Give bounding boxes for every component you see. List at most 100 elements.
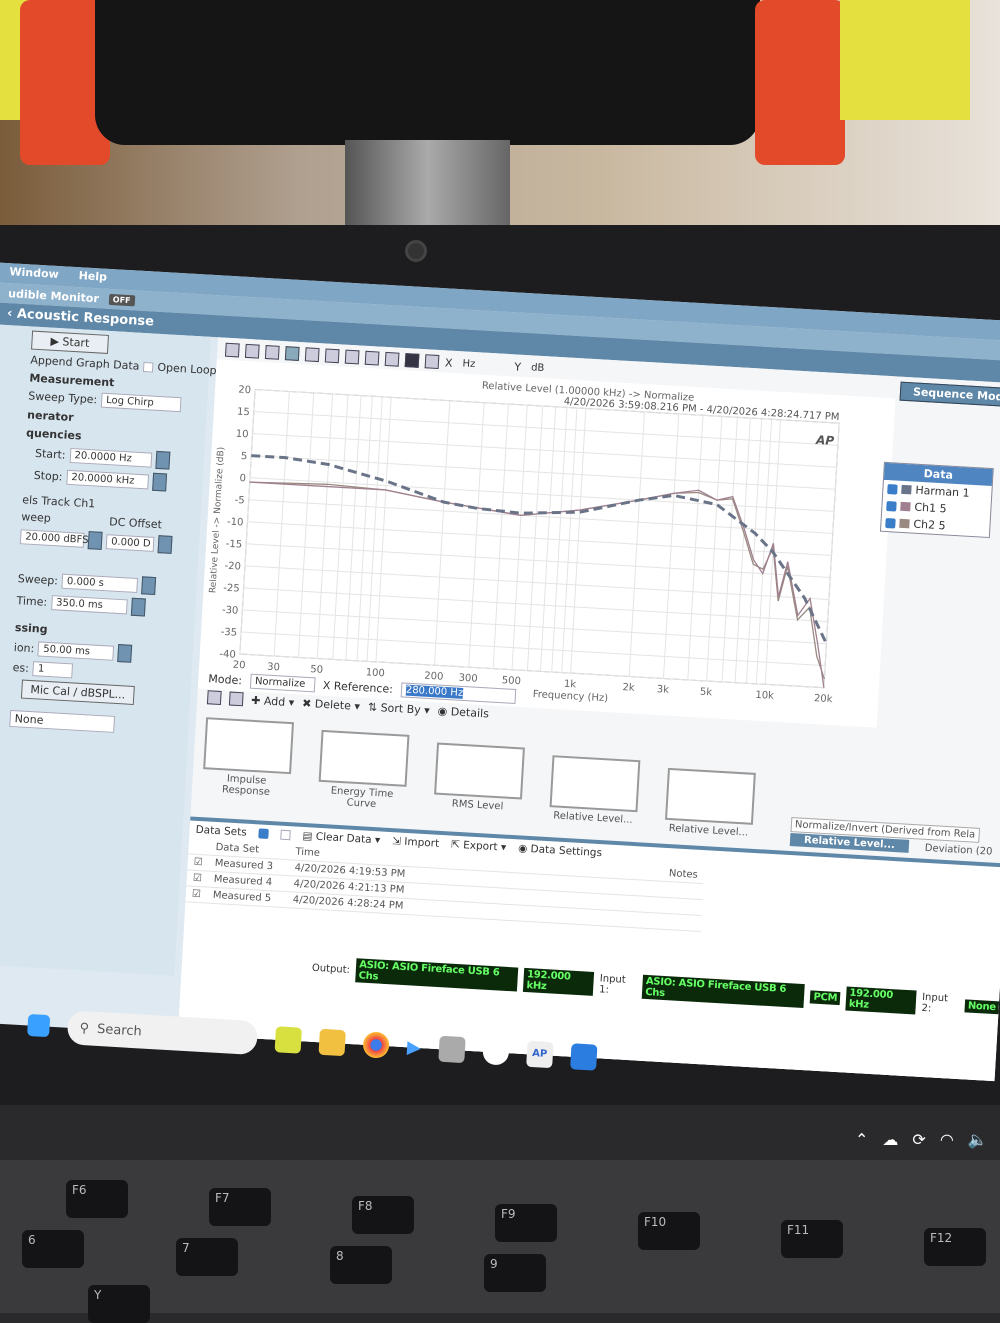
keyboard-key[interactable]: 7	[176, 1238, 238, 1276]
row-checkbox[interactable]: ☑	[185, 885, 208, 904]
duration-spinner[interactable]	[117, 644, 133, 663]
mic-cal-button[interactable]: Mic Cal / dBSPL...	[20, 679, 135, 705]
stop-freq-spinner[interactable]	[151, 472, 167, 492]
settings-icon[interactable]	[424, 354, 440, 369]
y-gridline	[253, 411, 838, 446]
mode-select[interactable]: Normalize	[249, 673, 316, 693]
clear-data-button[interactable]: ▤ Clear Data ▾	[302, 829, 381, 847]
x-unit-select[interactable]: Hz	[462, 357, 476, 370]
y-unit-select[interactable]: dB	[530, 361, 545, 374]
pre-sweep-input[interactable]: 0.000 s	[61, 573, 139, 593]
thumbnail[interactable]: Impulse Response	[201, 717, 295, 812]
clear-data-label: Clear Data	[315, 830, 372, 846]
dc-spinner[interactable]	[157, 535, 173, 554]
input1-format[interactable]: PCM	[810, 989, 841, 1005]
volume-icon[interactable]: 🔈	[967, 1130, 988, 1149]
level-input[interactable]: 20.000 dBFS	[19, 528, 89, 548]
menu-window[interactable]: Window	[9, 265, 60, 281]
play-icon[interactable]: ▶	[406, 1036, 422, 1059]
none-select[interactable]: None	[9, 709, 116, 733]
q-app-icon[interactable]	[482, 1038, 510, 1066]
windows-start-icon[interactable]	[27, 1013, 51, 1038]
save-icon[interactable]	[224, 342, 240, 358]
check-all-icon[interactable]	[258, 828, 269, 839]
derived-icon[interactable]	[404, 353, 420, 368]
data-settings-button[interactable]: ◉ Data Settings	[517, 842, 603, 860]
cloud-icon[interactable]: ☁	[882, 1130, 899, 1149]
uncheck-all-icon[interactable]	[280, 829, 291, 841]
dropbox-icon[interactable]	[569, 1043, 598, 1071]
legend-checkbox[interactable]	[886, 500, 897, 512]
keyboard-key[interactable]: 8	[330, 1246, 392, 1284]
keyboard-key[interactable]: F12	[924, 1228, 986, 1266]
add-button[interactable]: ✚ Add ▾	[250, 693, 295, 709]
search-placeholder: Search	[96, 1021, 143, 1039]
taskbar-search[interactable]: ⚲ Search	[66, 1010, 259, 1056]
file-explorer-icon[interactable]	[318, 1028, 346, 1057]
table-icon[interactable]	[364, 350, 380, 366]
monitor-label: udible Monitor	[7, 286, 100, 305]
menu-help[interactable]: Help	[78, 269, 108, 284]
keyboard-key[interactable]: F10	[638, 1212, 700, 1250]
autoscale-icon[interactable]	[324, 348, 340, 364]
sweep-type-select[interactable]: Log Chirp	[100, 392, 182, 413]
first-icon[interactable]	[206, 690, 222, 706]
chevron-up-icon[interactable]: ⌃	[855, 1130, 869, 1149]
keyboard-key[interactable]: F7	[209, 1188, 271, 1226]
export-button[interactable]: ⇱ Export ▾	[450, 838, 507, 854]
level-spinner[interactable]	[87, 531, 103, 550]
input1-rate[interactable]: 192.000 kHz	[845, 986, 917, 1015]
time-spinner[interactable]	[130, 597, 146, 617]
input2-label: Input 2:	[921, 991, 949, 1015]
speaker	[95, 0, 760, 145]
open-loop-checkbox[interactable]	[143, 361, 154, 373]
fit-icon[interactable]	[304, 347, 320, 363]
wifi-icon[interactable]: ◠	[939, 1130, 954, 1149]
delete-button[interactable]: ✖ Delete ▾	[301, 696, 361, 713]
thumbnail[interactable]: Relative Level...	[548, 755, 641, 832]
keyboard-key[interactable]: F6	[66, 1180, 128, 1218]
keyboard-key[interactable]: F9	[495, 1204, 557, 1242]
time-input[interactable]: 350.0 ms	[50, 594, 128, 614]
xref-input[interactable]: 280.000 Hz	[405, 684, 464, 699]
keyboard-key[interactable]: F11	[781, 1220, 843, 1258]
graph-icon[interactable]	[384, 351, 400, 367]
last-icon[interactable]	[228, 691, 244, 707]
start-button[interactable]: ▶ Start	[31, 330, 109, 354]
grid-icon[interactable]	[344, 349, 360, 365]
import-button[interactable]: ⇲ Import	[391, 835, 440, 850]
dc-offset-input[interactable]: 0.000 D	[105, 533, 155, 552]
print-icon[interactable]	[264, 345, 280, 360]
sort-by-button[interactable]: ⇅ Sort By ▾	[367, 700, 431, 717]
keyboard-key[interactable]: 9	[484, 1254, 546, 1292]
stop-freq-input[interactable]: 20.0000 kHz	[66, 469, 149, 489]
monitor-toggle[interactable]: OFF	[108, 293, 135, 306]
start-freq-input[interactable]: 20.0000 Hz	[69, 447, 152, 468]
keyboard-key[interactable]: F8	[352, 1196, 414, 1234]
pre-sweep-spinner[interactable]	[141, 576, 157, 596]
start-freq-spinner[interactable]	[154, 450, 170, 470]
row-checkbox[interactable]: ☑	[187, 853, 210, 872]
duration-label: ion:	[13, 640, 35, 655]
zoom-icon[interactable]	[284, 346, 300, 361]
duration-input[interactable]: 50.00 ms	[37, 640, 115, 661]
output-rate[interactable]: 192.000 kHz	[523, 967, 595, 996]
keyboard-key[interactable]: 6	[22, 1230, 84, 1268]
legend-checkbox[interactable]	[885, 517, 896, 529]
legend-checkbox[interactable]	[887, 483, 898, 495]
sync-icon[interactable]: ⟳	[912, 1130, 926, 1149]
app-icon[interactable]	[438, 1035, 466, 1064]
thumbnail[interactable]: Relative Level...	[664, 767, 756, 839]
thumbnail[interactable]: Energy Time Curve	[317, 729, 410, 819]
row-checkbox[interactable]: ☑	[186, 869, 209, 888]
averages-input[interactable]: 1	[32, 661, 74, 679]
copy-icon[interactable]	[244, 343, 260, 359]
sequence-mode-button[interactable]: Sequence Mode	[899, 381, 1000, 408]
widget-icon[interactable]	[274, 1026, 302, 1054]
input2-value[interactable]: None	[964, 998, 1000, 1014]
chrome-icon[interactable]	[362, 1031, 390, 1059]
ap-app-icon[interactable]: AP	[525, 1040, 554, 1069]
thumbnail[interactable]: RMS Level	[433, 742, 525, 826]
details-button[interactable]: ◉ Details	[437, 704, 490, 720]
keyboard-key[interactable]: Y	[88, 1285, 150, 1323]
